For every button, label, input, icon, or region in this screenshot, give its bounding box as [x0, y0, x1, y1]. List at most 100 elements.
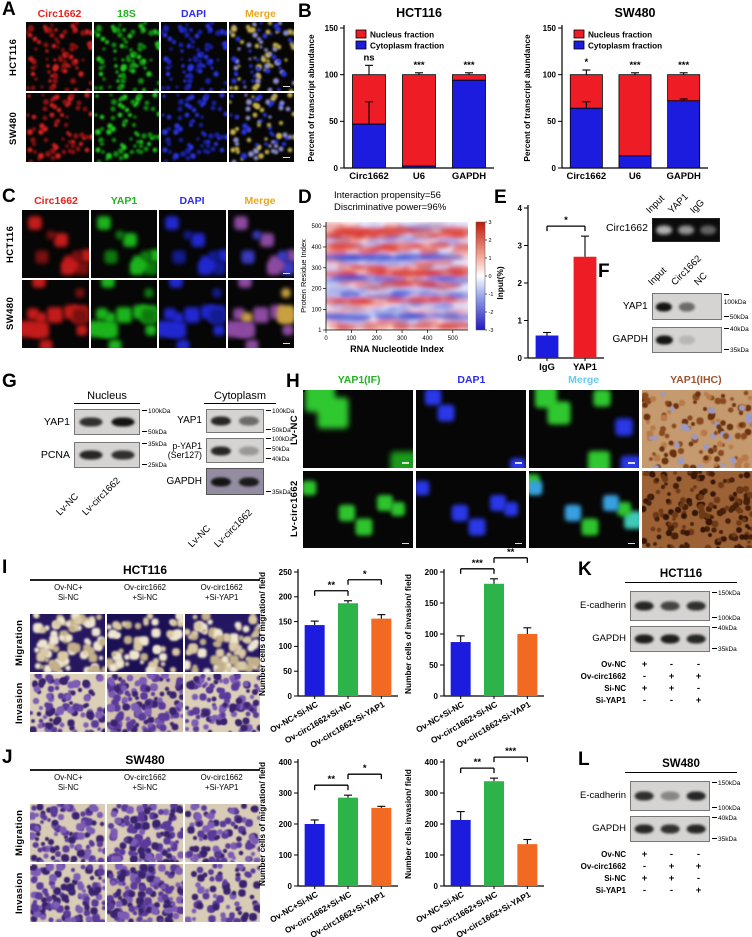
svg-text:Number cells of migration/ fie: Number cells of migration/ field: [257, 572, 267, 696]
svg-text:0: 0: [489, 274, 492, 280]
divider: [30, 769, 260, 771]
svg-text:300: 300: [311, 266, 322, 272]
svg-text:***: ***: [505, 746, 516, 757]
panel-j-title: SW480: [125, 753, 165, 767]
channel-label-yap1-if: YAP1(IF): [337, 374, 381, 386]
svg-text:2: 2: [518, 279, 523, 288]
gel-target-label: Circ1662: [605, 222, 648, 234]
panel-k-title: HCT116: [625, 568, 737, 583]
if-image-merge: [529, 390, 639, 468]
transwell-image: [107, 804, 183, 862]
svg-text:Cytoplasm fraction: Cytoplasm fraction: [588, 42, 662, 51]
panel-j-condition-labels: Ov-NC+ Si-NC Ov-circ1662 +Si-NC Ov-circ1…: [30, 773, 260, 792]
mw-markers: 100kDa 50kDa 40kDa: [264, 437, 293, 464]
transwell-image: [184, 804, 260, 862]
if-image: [90, 280, 157, 348]
transwell-image: [107, 674, 183, 732]
protein-label-gapdh: GAPDH: [592, 633, 626, 644]
channel-label-dap1: DAP1: [457, 374, 486, 386]
svg-text:3: 3: [489, 220, 492, 226]
panel-g-cytoplasm: Cytoplasm YAP1 100kDa 50kDa p-YAP1 (Ser12…: [150, 390, 296, 550]
svg-text:100: 100: [279, 642, 293, 651]
panel-d-label: D: [298, 187, 312, 208]
protein-label-gapdh: GAPDH: [612, 334, 648, 345]
channel-label-dapi: DAPI: [180, 8, 207, 20]
condition-label: Ov-circ1662 +Si-YAP1: [200, 773, 243, 792]
svg-text:*: *: [584, 57, 588, 68]
lane-labels-cytoplasm: Lv-NC Lv-circ1662: [186, 507, 255, 550]
svg-text:0: 0: [434, 882, 439, 891]
svg-text:GAPDH: GAPDH: [452, 171, 486, 182]
transwell-image: [184, 674, 260, 732]
western-blot-yap1: [651, 293, 722, 320]
svg-text:3: 3: [518, 241, 523, 250]
if-image-dap1: [416, 470, 526, 548]
channel-label-yap1: YAP1: [110, 195, 138, 207]
western-blot-gapdh: [630, 816, 710, 842]
svg-text:1: 1: [489, 256, 492, 262]
svg-text:50: 50: [283, 667, 292, 676]
svg-text:200: 200: [372, 336, 383, 342]
pulldown-lane-labels: Input Circ1662 NC: [646, 253, 710, 288]
if-image-yap1: [303, 470, 413, 548]
western-blot-gapdh: [206, 468, 264, 495]
transwell-image: [30, 864, 106, 922]
panel-k-label: K: [578, 559, 592, 580]
channel-label-merge: Merge: [568, 374, 600, 386]
row-label-migration: Migration: [14, 619, 25, 667]
row-label-lv-circ1662: Lv-circ1662: [289, 480, 300, 538]
svg-text:0: 0: [518, 354, 523, 363]
protein-label-yap1: YAP1: [43, 416, 70, 428]
rip-gel-image: [652, 218, 720, 242]
protein-label-p-yap1: p-YAP1 (Ser127): [167, 440, 202, 460]
svg-text:200: 200: [279, 820, 293, 829]
fish-image: [161, 22, 227, 91]
svg-text:U6: U6: [629, 171, 641, 182]
mw-markers: 150kDa 100kDa: [710, 590, 740, 622]
svg-text:100: 100: [425, 851, 439, 860]
panel-f-group: F Input Circ1662 NC YAP1 100kDa 50kDa GAPDH…: [596, 253, 752, 370]
svg-text:150: 150: [543, 24, 557, 33]
row-label-invasion: Invasion: [14, 872, 25, 914]
if-image-merge: [227, 280, 294, 348]
mw-markers: 35kDa: [264, 467, 291, 496]
row-label-sw480: SW480: [5, 296, 16, 330]
transwell-image: [184, 614, 260, 672]
panel-a-label: A: [2, 0, 16, 20]
protein-label-gapdh: GAPDH: [592, 823, 626, 834]
panel-l-label: L: [578, 749, 590, 770]
channel-label-yap1-ihc: YAP1(IHC): [670, 374, 722, 386]
condition-label: Ov-circ1662 +Si-NC: [123, 583, 167, 602]
svg-text:2: 2: [489, 238, 492, 244]
fish-image-merge: [228, 22, 294, 91]
fish-image: [93, 22, 159, 91]
svg-text:***: ***: [678, 60, 689, 71]
row-label-invasion: Invasion: [14, 682, 25, 724]
svg-text:50: 50: [329, 117, 338, 126]
nucleus-title: Nucleus: [74, 390, 140, 404]
western-blot-p-yap1: [206, 438, 264, 463]
svg-text:200: 200: [311, 287, 322, 293]
svg-text:200: 200: [425, 568, 439, 577]
chart-rip-input: 0 1 2 3 4 Input(%) IgG YAP1 *: [495, 204, 604, 373]
chart-invasion-hct116: 0 50 100 150 200 Number cells of invasion/ fi…: [403, 547, 544, 750]
svg-text:Cytoplasm fraction: Cytoplasm fraction: [370, 42, 444, 51]
mw-markers: 100kDa 50kDa: [264, 408, 294, 434]
protein-label-gapdh: GAPDH: [166, 475, 202, 487]
rip-gel-group: Input YAP1 IgG Circ1662: [560, 186, 752, 258]
svg-text:Circ1662: Circ1662: [567, 171, 607, 182]
svg-text:***: ***: [463, 60, 474, 71]
svg-text:*: *: [564, 215, 568, 226]
panel-f-label: F: [598, 261, 610, 282]
fish-image: [161, 93, 227, 162]
panel-i-title: HCT116: [122, 563, 168, 577]
svg-text:100: 100: [425, 630, 439, 639]
panel-l-title: SW480: [625, 758, 737, 773]
svg-text:***: ***: [629, 60, 640, 71]
fish-image: [93, 93, 159, 162]
western-blot-gapdh: [652, 327, 722, 353]
channel-label-18s: 18S: [117, 8, 136, 20]
svg-text:***: ***: [413, 60, 424, 71]
condition-matrix: Ov-NC + - - Ov-circ1662- + + Si-NC + + - Si-YAP1- - +: [580, 848, 702, 896]
